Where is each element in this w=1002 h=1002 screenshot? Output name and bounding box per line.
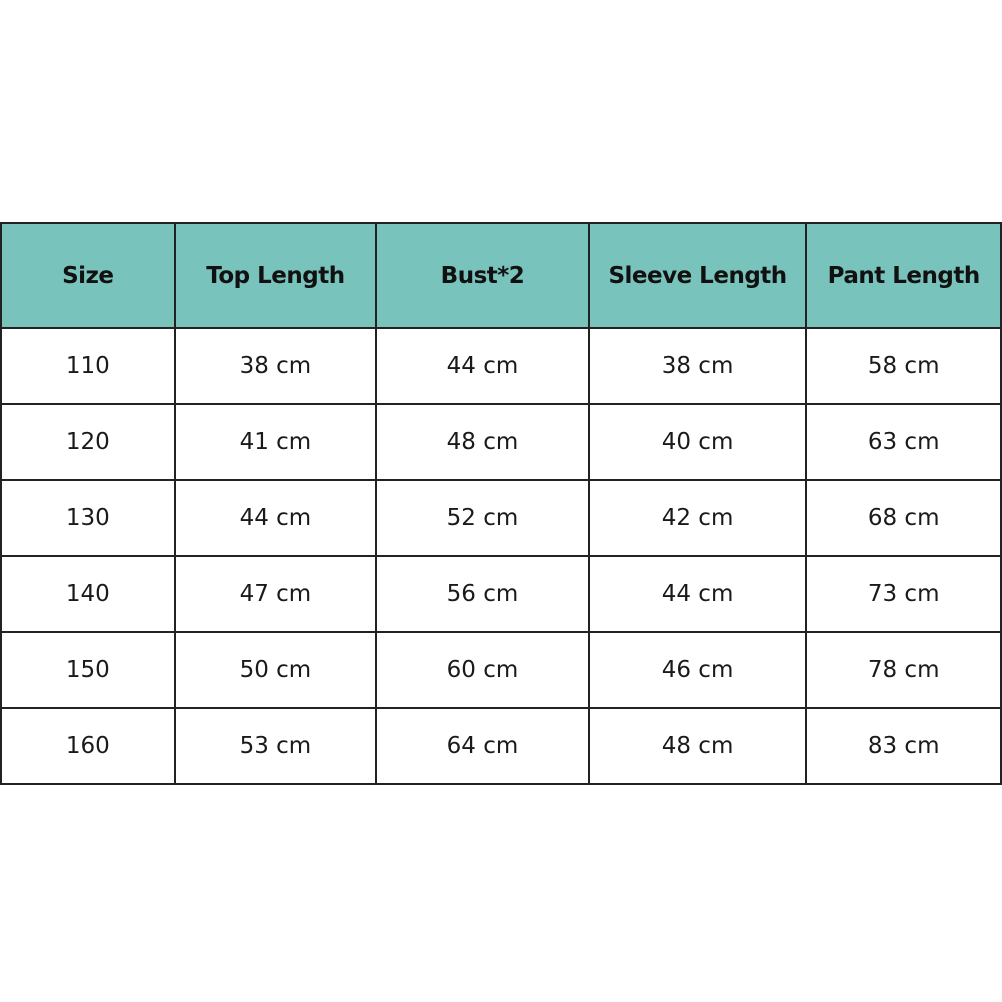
table-cell: 40 cm [587,403,808,481]
header-pant-length: Pant Length [805,222,1002,329]
table-cell: 120 [0,403,176,481]
table-cell: 41 cm [173,403,378,481]
table-cell: 83 cm [805,707,1002,785]
table-row: 120 41 cm 48 cm 40 cm 63 cm [0,403,1002,481]
table-cell: 44 cm [587,555,808,633]
table-cell: 58 cm [805,327,1002,405]
table-row: 150 50 cm 60 cm 46 cm 78 cm [0,631,1002,709]
table-cell: 44 cm [375,327,590,405]
header-row: Size Top Length Bust*2 Sleeve Length Pan… [0,222,1002,329]
table-row: 140 47 cm 56 cm 44 cm 73 cm [0,555,1002,633]
table-cell: 47 cm [173,555,378,633]
table-cell: 130 [0,479,176,557]
table-cell: 52 cm [375,479,590,557]
table-cell: 150 [0,631,176,709]
table-cell: 73 cm [805,555,1002,633]
header-size: Size [0,222,176,329]
table-cell: 63 cm [805,403,1002,481]
table-row: 130 44 cm 52 cm 42 cm 68 cm [0,479,1002,557]
table-cell: 160 [0,707,176,785]
table-cell: 48 cm [587,707,808,785]
table-cell: 46 cm [587,631,808,709]
table-row: 110 38 cm 44 cm 38 cm 58 cm [0,327,1002,405]
table-cell: 110 [0,327,176,405]
table-cell: 38 cm [173,327,378,405]
table-cell: 64 cm [375,707,590,785]
table-cell: 140 [0,555,176,633]
table-cell: 53 cm [173,707,378,785]
table-cell: 42 cm [587,479,808,557]
size-chart-table: Size Top Length Bust*2 Sleeve Length Pan… [0,222,1002,785]
table-cell: 56 cm [375,555,590,633]
header-bust: Bust*2 [375,222,590,329]
table-row: 160 53 cm 64 cm 48 cm 83 cm [0,707,1002,785]
header-top-length: Top Length [173,222,378,329]
table-cell: 44 cm [173,479,378,557]
table-cell: 78 cm [805,631,1002,709]
table-cell: 60 cm [375,631,590,709]
table-cell: 48 cm [375,403,590,481]
table-cell: 50 cm [173,631,378,709]
table-cell: 38 cm [587,327,808,405]
header-sleeve-length: Sleeve Length [587,222,808,329]
table-cell: 68 cm [805,479,1002,557]
